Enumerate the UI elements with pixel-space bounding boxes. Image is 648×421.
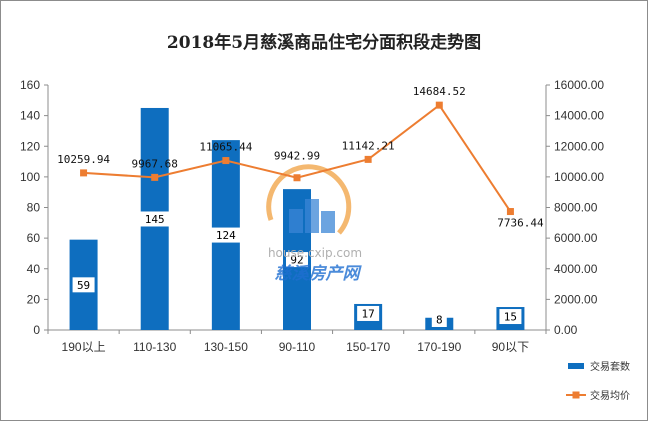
- price-point: [293, 174, 301, 182]
- y-left-tick-label: 80: [27, 201, 41, 215]
- y-right-tick-label: 8000.00: [554, 201, 598, 215]
- watermark-url: house.cxip.com: [268, 246, 362, 260]
- chart-title: 2018年5月慈溪商品住宅分面积段走势图: [166, 33, 482, 53]
- y-right-tick-label: 2000.00: [554, 292, 598, 306]
- y-right-tick-label: 4000.00: [554, 262, 598, 276]
- y-right-tick-label: 0.00: [554, 323, 578, 337]
- y-right-tick-label: 6000.00: [554, 231, 598, 245]
- x-tick-label: 110-130: [133, 340, 176, 354]
- x-tick-label: 130-150: [204, 340, 248, 354]
- y-left-tick-label: 0: [33, 323, 40, 337]
- y-right-tick-label: 14000.00: [554, 109, 604, 123]
- bar-value-label-text: 17: [362, 307, 375, 320]
- legend-bar-label: 交易套数: [590, 360, 630, 373]
- price-point: [151, 173, 159, 181]
- y-left-tick-label: 60: [27, 231, 41, 245]
- bar-value-label: 124: [211, 227, 241, 243]
- bar-value-label: 8: [431, 312, 447, 327]
- bar-value-label-text: 59: [77, 279, 90, 292]
- watermark-building: [289, 209, 303, 233]
- bar-value-label: 15: [499, 309, 522, 325]
- y-right-tick-label: 12000.00: [554, 139, 604, 153]
- price-value-label: 11065.44: [199, 141, 252, 154]
- price-point: [364, 155, 372, 163]
- x-tick-label: 190以上: [62, 340, 106, 354]
- price-point: [435, 101, 443, 109]
- y-right-tick-label: 16000.00: [554, 78, 604, 92]
- bar-value-label-box: [72, 277, 95, 293]
- bar-value-label-box: [431, 312, 447, 327]
- y-left-tick-label: 100: [20, 170, 40, 184]
- y-left-tick-label: 40: [27, 262, 41, 276]
- watermark-arc: [266, 164, 352, 235]
- x-tick-label: 150-170: [346, 340, 390, 354]
- watermark-building: [305, 199, 319, 233]
- bar-value-label: 145: [140, 211, 170, 227]
- x-tick-label: 90-110: [279, 340, 316, 354]
- price-value-label: 7736.44: [497, 217, 544, 230]
- price-value-label: 14684.52: [413, 85, 466, 98]
- bar-value-label-box: [211, 227, 241, 243]
- bar-value-label-text: 15: [504, 311, 517, 324]
- bar-value-label-box: [140, 211, 170, 227]
- bar-value-label-text: 145: [145, 213, 165, 226]
- bar-value-label-text: 8: [436, 314, 443, 327]
- legend-bar-swatch: [568, 363, 584, 369]
- price-value-label: 11142.21: [342, 139, 395, 152]
- bar-value-label-text: 92: [290, 254, 303, 267]
- bar-value-label-text: 124: [216, 229, 236, 242]
- watermark-building: [321, 211, 335, 233]
- price-value-label: 10259.94: [57, 153, 110, 166]
- y-right-tick-label: 10000.00: [554, 170, 604, 184]
- price-value-label: 9942.99: [274, 150, 320, 163]
- x-tick-label: 90以下: [492, 340, 529, 354]
- price-value-label: 9967.68: [132, 157, 178, 170]
- bar-value-label-box: [357, 305, 380, 321]
- watermark-name: 慈溪房产网: [275, 264, 363, 284]
- x-tick-label: 170-190: [417, 340, 461, 354]
- legend-line-marker: [572, 391, 580, 399]
- bar-value-label: 59: [72, 277, 95, 293]
- bar-value-label: 92: [286, 252, 308, 268]
- y-left-tick-label: 160: [20, 78, 40, 92]
- y-left-tick-label: 20: [27, 292, 41, 306]
- y-left-tick-label: 140: [20, 109, 40, 123]
- bar-value-label-box: [499, 309, 522, 325]
- price-point: [222, 157, 230, 165]
- price-point: [80, 169, 88, 177]
- bar-value-label-box: [286, 252, 308, 268]
- watermark: house.cxip.com 慈溪房产网: [266, 164, 363, 284]
- y-left-tick-label: 120: [20, 139, 40, 153]
- legend-line-label: 交易均价: [590, 389, 630, 402]
- price-point: [506, 208, 514, 216]
- bar-value-label: 17: [357, 305, 380, 321]
